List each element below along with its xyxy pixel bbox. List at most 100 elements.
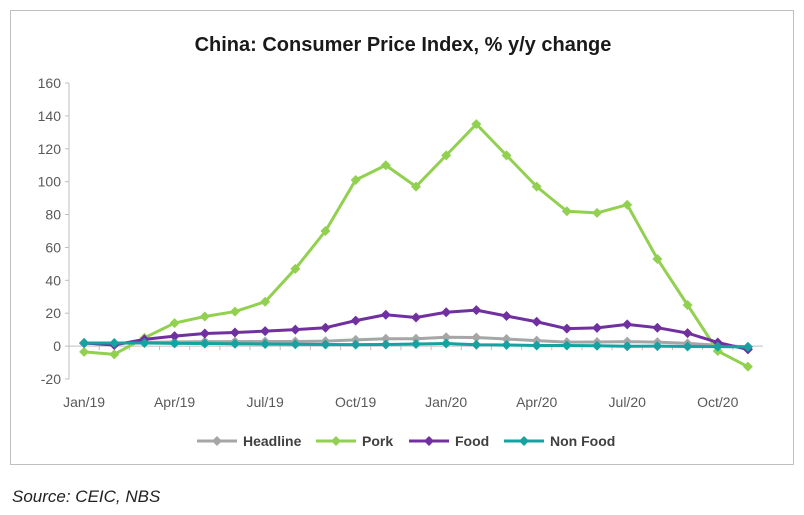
data-point (592, 207, 603, 218)
data-point (682, 300, 693, 310)
data-point (79, 337, 90, 348)
line-chart: China: Consumer Price Index, % y/y chang… (38, 34, 763, 449)
data-point (260, 326, 271, 337)
data-point (471, 305, 482, 316)
data-point (441, 307, 452, 318)
data-point (290, 324, 301, 335)
data-point (350, 315, 361, 326)
data-point (471, 339, 482, 350)
data-point (169, 331, 180, 342)
legend-swatch-marker (331, 436, 341, 446)
data-point (169, 338, 180, 349)
data-point (622, 319, 633, 330)
data-point (531, 181, 542, 192)
y-tick-label: 20 (45, 305, 61, 321)
y-tick-label: 100 (38, 174, 62, 190)
data-point (501, 334, 512, 345)
data-point (682, 328, 693, 339)
x-tick-label: Jul/19 (246, 394, 284, 410)
x-tick-label: Jan/19 (63, 394, 105, 410)
x-tick-label: Jan/20 (425, 394, 467, 410)
x-tick-label: Oct/19 (335, 394, 376, 410)
x-tick-label: Apr/20 (516, 394, 557, 410)
y-tick-label: 60 (45, 239, 61, 255)
data-point (652, 253, 663, 264)
legend-label: Non Food (550, 433, 615, 449)
x-axis: Jan/19 Apr/19 Jul/19 Oct/19 Jan/20 Apr/20 Jul/… (63, 345, 763, 410)
data-point (320, 226, 331, 236)
x-tick-label: Oct/20 (697, 394, 738, 410)
data-point (320, 322, 331, 333)
data-point (652, 341, 663, 352)
data-point (380, 309, 391, 320)
data-point (531, 316, 542, 327)
legend-swatch-marker (519, 436, 529, 446)
y-tick-label: 0 (53, 338, 61, 354)
data-point (229, 338, 240, 349)
series-pork (79, 119, 753, 372)
data-point (501, 150, 512, 161)
x-tick-label: Apr/19 (154, 394, 195, 410)
data-point (411, 312, 421, 323)
y-tick-label: -20 (41, 371, 61, 387)
data-point (411, 181, 421, 192)
data-point (350, 175, 361, 186)
data-point (622, 199, 633, 210)
series-non-food (79, 337, 753, 352)
data-point (320, 339, 331, 350)
legend-item: Headline (197, 433, 302, 449)
data-point (712, 341, 723, 352)
y-tick-label: 40 (45, 272, 61, 288)
data-point (742, 361, 753, 372)
data-point (169, 318, 180, 329)
data-point (380, 339, 391, 350)
legend-item: Non Food (504, 433, 615, 449)
data-point (260, 296, 271, 307)
legend: Headline Pork Food Non Food (197, 433, 615, 449)
data-point (592, 322, 603, 333)
legend-item: Pork (316, 433, 393, 449)
data-point (561, 323, 572, 334)
data-point (531, 340, 542, 351)
data-point (411, 338, 421, 349)
data-point (350, 339, 361, 350)
data-point (79, 346, 90, 357)
data-point (380, 333, 391, 344)
data-point (471, 332, 482, 343)
y-tick-label: 120 (38, 141, 62, 157)
data-point (380, 160, 391, 171)
data-point (441, 332, 452, 343)
data-point (561, 206, 572, 217)
y-tick-label: 160 (38, 75, 62, 91)
data-point (199, 328, 210, 339)
data-point (229, 327, 240, 338)
series-line (83, 122, 749, 368)
y-axis: -20 0 20 40 60 80 100 120 140 160 (38, 75, 70, 387)
data-point (260, 338, 271, 349)
legend-item: Food (409, 433, 489, 449)
data-point (290, 263, 301, 274)
data-point (199, 311, 210, 322)
data-point (501, 339, 512, 350)
series-group (79, 119, 753, 372)
data-point (742, 341, 753, 352)
data-point (199, 338, 210, 349)
y-tick-label: 80 (45, 207, 61, 223)
data-point (411, 333, 421, 344)
data-point (139, 337, 150, 348)
data-point (441, 150, 452, 161)
legend-label: Headline (243, 433, 302, 449)
legend-swatch-marker (212, 436, 222, 446)
x-tick-label: Jul/20 (609, 394, 647, 410)
data-point (622, 341, 633, 352)
legend-swatch-marker (424, 436, 434, 446)
data-point (652, 322, 663, 333)
data-point (501, 311, 512, 322)
data-point (109, 337, 120, 348)
data-point (592, 340, 603, 351)
source-note: Source: CEIC, NBS (12, 487, 161, 506)
chart-title: China: Consumer Price Index, % y/y chang… (195, 34, 612, 56)
data-point (290, 339, 301, 350)
legend-label: Food (455, 433, 489, 449)
legend-label: Pork (362, 433, 393, 449)
